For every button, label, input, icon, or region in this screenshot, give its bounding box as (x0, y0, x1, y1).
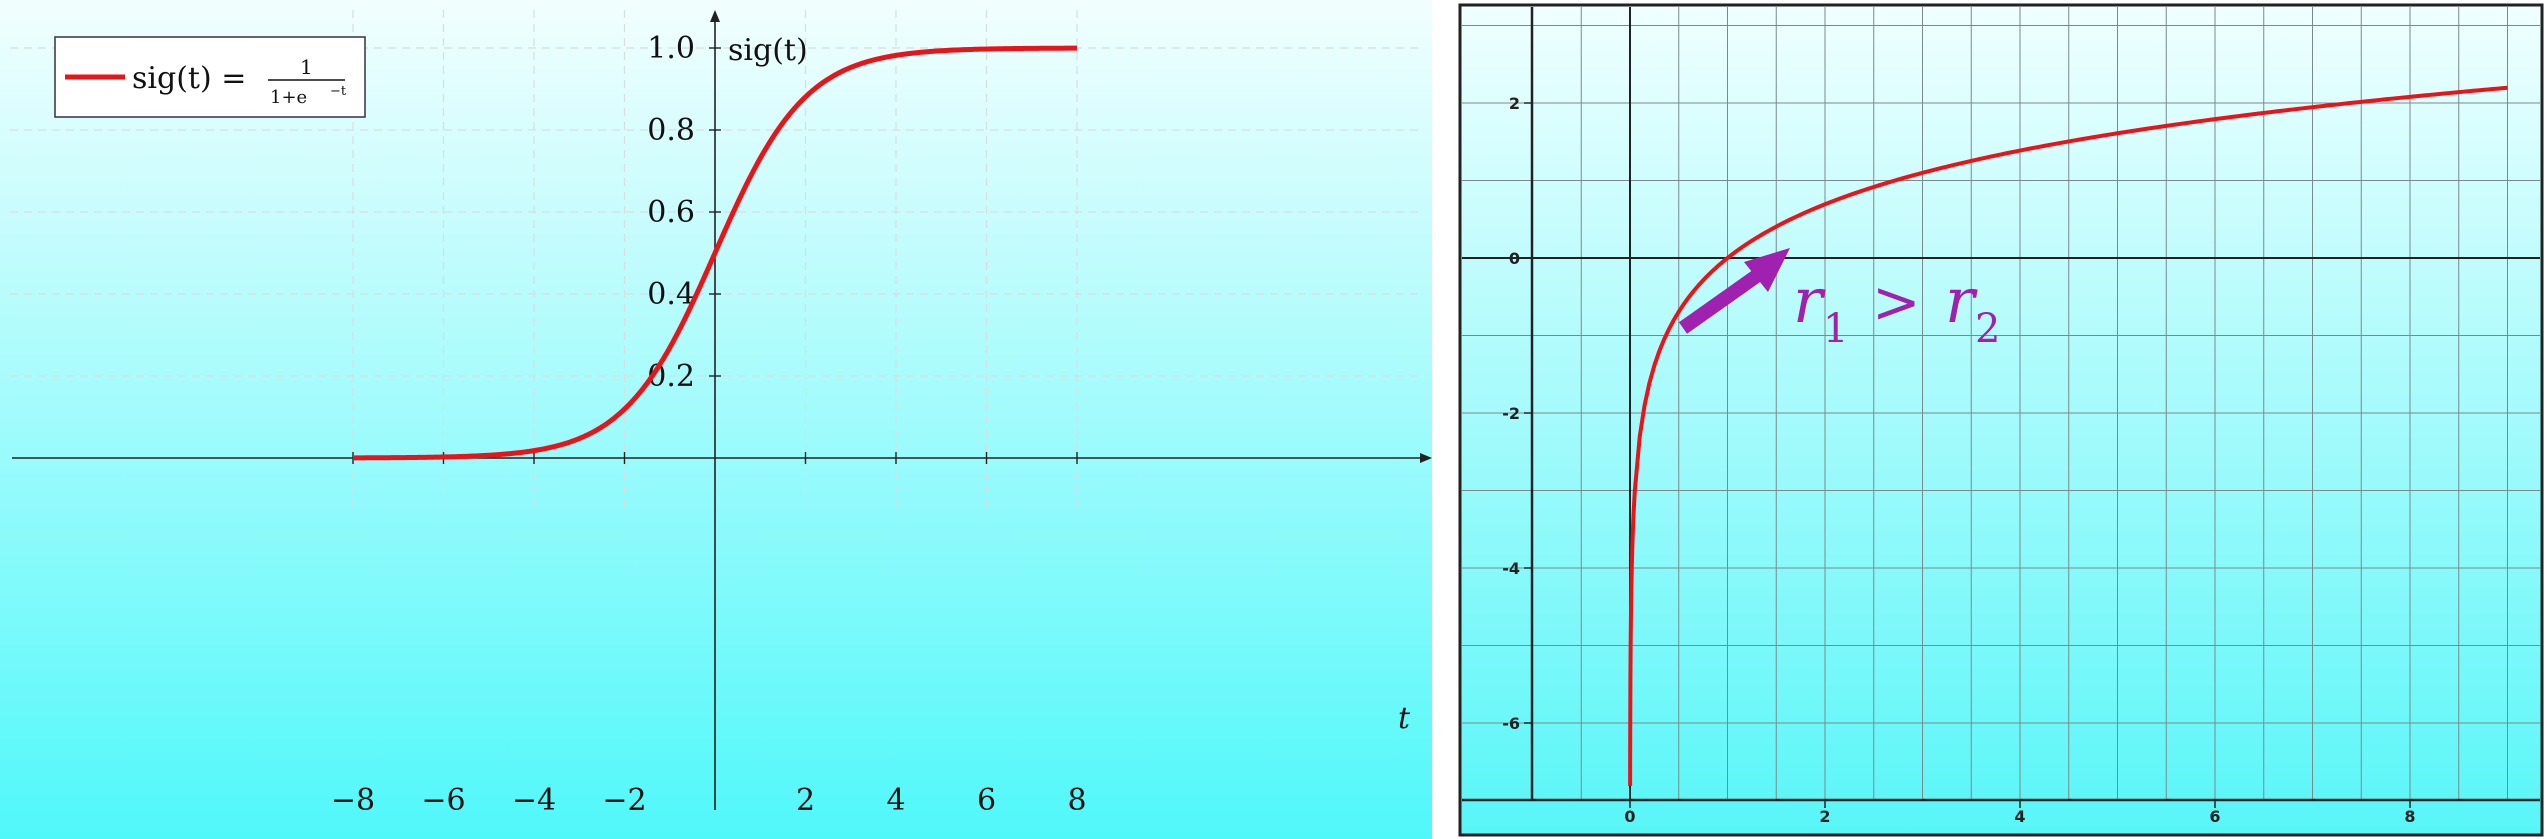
annotation-r2: r (1945, 264, 1978, 337)
x-tick-label: −6 (421, 783, 465, 818)
log-chart-plot-area (1458, 3, 2544, 837)
x-tick-label: 0 (1624, 807, 1635, 826)
log-chart: 0 2 4 6 8 2 0 -2 -4 -6 r 1 > r 2 (1458, 0, 2547, 839)
sigmoid-x-axis-label: t (1398, 701, 1411, 736)
x-axis-arrow-icon (1420, 453, 1432, 463)
x-tick-label: 4 (2014, 807, 2025, 826)
annotation-sub1: 1 (1823, 306, 1848, 352)
x-tick-label: 8 (1067, 783, 1086, 818)
y-tick-label: -6 (1502, 714, 1520, 733)
x-tick-label: −8 (331, 783, 375, 818)
x-tick-label: −2 (602, 783, 646, 818)
log-annotation: r 1 > r 2 (1678, 248, 2000, 352)
y-tick-label: 0.8 (647, 113, 695, 148)
x-tick-label: −4 (512, 783, 556, 818)
legend-label-exponent: −t (330, 84, 347, 99)
log-curve (1628, 85, 2508, 786)
sigmoid-axes (12, 10, 1432, 810)
y-tick-label: 0.2 (647, 359, 695, 394)
y-tick-label: -2 (1502, 404, 1520, 423)
x-tick-label: 2 (796, 783, 815, 818)
sigmoid-tick-labels: −8 −6 −4 −2 2 4 6 8 0.2 0.4 0.6 0.8 1.0 (331, 31, 1087, 818)
x-tick-label: 4 (886, 783, 905, 818)
sigmoid-chart-background (0, 0, 1432, 839)
legend-label-lhs: sig(t) = (132, 61, 246, 96)
y-tick-label: -4 (1502, 559, 1520, 578)
annotation-arrow-shaft (1678, 264, 1770, 334)
annotation-gt: > (1872, 268, 1921, 336)
x-tick-label: 8 (2404, 807, 2415, 826)
panel-divider (1432, 0, 1460, 839)
sigmoid-curve (352, 45, 1078, 461)
x-tick-label: 2 (1819, 807, 1830, 826)
y-tick-label: 0.6 (647, 195, 695, 230)
annotation-sub2: 2 (1975, 306, 2000, 352)
y-tick-label: 1.0 (647, 31, 695, 66)
annotation-r1: r (1793, 264, 1826, 337)
y-tick-label: 0.4 (647, 277, 695, 312)
legend-label-numerator: 1 (300, 55, 313, 79)
y-tick-label: 0 (1509, 249, 1520, 268)
sigmoid-legend: sig(t) = 1 1+e −t (54, 36, 366, 118)
log-tick-labels: 0 2 4 6 8 2 0 -2 -4 -6 (1502, 94, 2415, 826)
sigmoid-chart: −8 −6 −4 −2 2 4 6 8 0.2 0.4 0.6 0.8 1.0 t sig(t) sig… (0, 0, 1432, 839)
y-axis-arrow-icon (710, 10, 720, 22)
sigmoid-series (352, 45, 1078, 461)
legend-label-denominator: 1+e (270, 87, 307, 108)
x-tick-label: 6 (2209, 807, 2220, 826)
sigmoid-y-axis-label: sig(t) (728, 33, 808, 68)
annotation-arrow-head (1744, 248, 1790, 292)
x-tick-label: 6 (977, 783, 996, 818)
y-tick-label: 2 (1509, 94, 1520, 113)
log-grid (1462, 7, 2540, 800)
log-series (1628, 85, 2508, 786)
